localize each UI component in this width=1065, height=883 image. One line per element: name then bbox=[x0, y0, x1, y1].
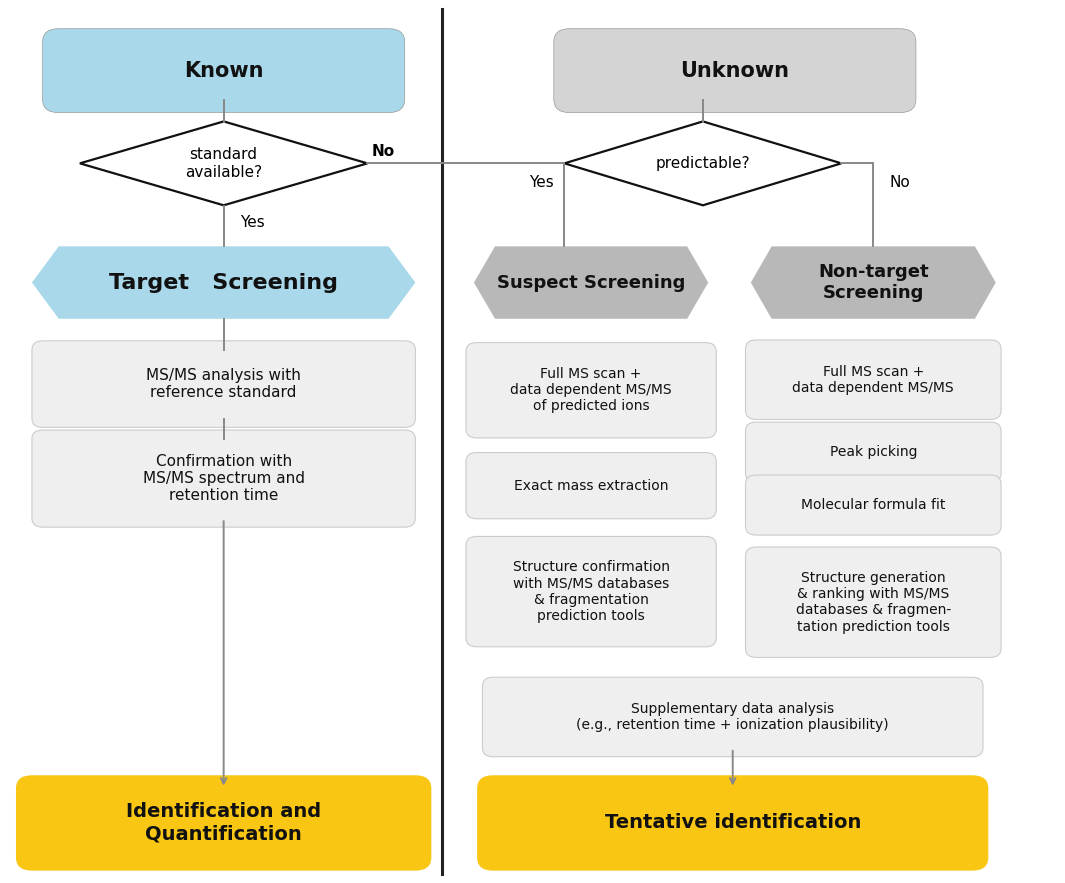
Text: No: No bbox=[889, 176, 910, 190]
FancyBboxPatch shape bbox=[477, 775, 988, 871]
FancyBboxPatch shape bbox=[746, 547, 1001, 657]
Text: Full MS scan +
data dependent MS/MS
of predicted ions: Full MS scan + data dependent MS/MS of p… bbox=[510, 367, 672, 413]
FancyBboxPatch shape bbox=[482, 677, 983, 757]
Polygon shape bbox=[564, 121, 841, 205]
FancyBboxPatch shape bbox=[466, 343, 717, 438]
FancyBboxPatch shape bbox=[466, 536, 717, 646]
Text: Structure confirmation
with MS/MS databases
& fragmentation
prediction tools: Structure confirmation with MS/MS databa… bbox=[512, 561, 670, 623]
FancyBboxPatch shape bbox=[746, 422, 1001, 482]
FancyBboxPatch shape bbox=[43, 28, 405, 112]
Text: Molecular formula fit: Molecular formula fit bbox=[801, 498, 946, 512]
Text: Unknown: Unknown bbox=[681, 61, 789, 80]
Polygon shape bbox=[474, 246, 708, 319]
FancyBboxPatch shape bbox=[32, 430, 415, 527]
Text: Identification and
Quantification: Identification and Quantification bbox=[126, 803, 322, 843]
Text: standard
available?: standard available? bbox=[185, 147, 262, 179]
Polygon shape bbox=[80, 121, 367, 205]
Text: Suspect Screening: Suspect Screening bbox=[497, 274, 685, 291]
Text: Non-target
Screening: Non-target Screening bbox=[818, 263, 929, 302]
Text: predictable?: predictable? bbox=[656, 156, 750, 170]
FancyBboxPatch shape bbox=[554, 28, 916, 112]
Text: Target   Screening: Target Screening bbox=[109, 273, 339, 292]
FancyBboxPatch shape bbox=[746, 340, 1001, 419]
Text: Yes: Yes bbox=[240, 215, 264, 230]
Text: Yes: Yes bbox=[529, 176, 554, 190]
FancyBboxPatch shape bbox=[746, 475, 1001, 535]
Text: MS/MS analysis with
reference standard: MS/MS analysis with reference standard bbox=[146, 368, 301, 400]
Text: Confirmation with
MS/MS spectrum and
retention time: Confirmation with MS/MS spectrum and ret… bbox=[143, 454, 305, 503]
Text: Tentative identification: Tentative identification bbox=[605, 813, 861, 833]
FancyBboxPatch shape bbox=[32, 341, 415, 427]
Text: Structure generation
& ranking with MS/MS
databases & fragmen-
tation prediction: Structure generation & ranking with MS/M… bbox=[796, 571, 951, 633]
Text: Known: Known bbox=[184, 61, 263, 80]
Text: Supplementary data analysis
(e.g., retention time + ionization plausibility): Supplementary data analysis (e.g., reten… bbox=[576, 702, 889, 732]
FancyBboxPatch shape bbox=[466, 452, 717, 519]
Text: No: No bbox=[372, 145, 395, 159]
FancyBboxPatch shape bbox=[16, 775, 431, 871]
Polygon shape bbox=[751, 246, 996, 319]
Text: Peak picking: Peak picking bbox=[830, 445, 917, 459]
Text: Full MS scan +
data dependent MS/MS: Full MS scan + data dependent MS/MS bbox=[792, 365, 954, 395]
Text: Exact mass extraction: Exact mass extraction bbox=[513, 479, 669, 493]
Polygon shape bbox=[32, 246, 415, 319]
